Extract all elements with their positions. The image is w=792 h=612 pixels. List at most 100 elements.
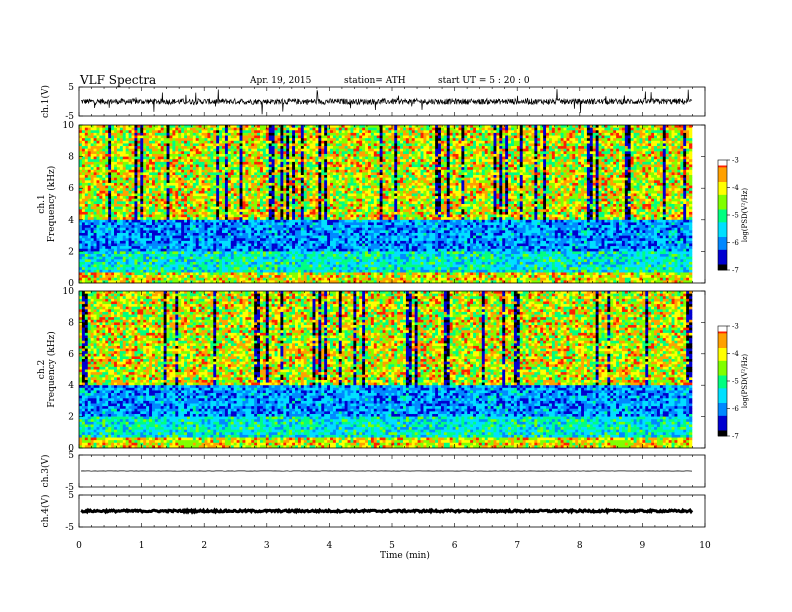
spectrogram-cell [227, 277, 232, 281]
spectrogram-cell [280, 272, 284, 276]
spectrogram-cell [111, 227, 115, 231]
spectrogram-cell [312, 190, 316, 194]
spectrogram-cell [140, 182, 144, 186]
spectrogram-cell [257, 235, 261, 239]
spectrogram-cell [175, 227, 179, 231]
spectrogram-cell [172, 256, 176, 260]
spectrogram-cell [140, 138, 144, 142]
spectrogram-cell [149, 243, 153, 247]
spectrogram-cell [125, 275, 129, 279]
spectrogram-cell [303, 130, 307, 134]
spectrogram-cell [289, 172, 293, 176]
spectrogram-cell [274, 196, 278, 200]
spectrogram-cell [224, 138, 229, 142]
spectrogram-cell [271, 185, 275, 189]
spectrogram-cell [222, 196, 226, 200]
spectrogram-cell [198, 246, 202, 250]
spectrogram-cell [169, 140, 173, 144]
spectrogram-cell [265, 219, 270, 223]
spectrogram-cell [119, 190, 124, 194]
spectrogram-cell [201, 225, 205, 228]
spectrogram-cell [283, 211, 287, 215]
spectrogram-cell [222, 190, 226, 194]
spectrogram-cell [154, 209, 159, 213]
spectrogram-cell [262, 261, 267, 265]
spectrogram-cell [230, 193, 235, 197]
spectrogram-cell [149, 135, 153, 139]
spectrogram-cell [181, 243, 185, 247]
spectrogram-cell [236, 169, 240, 173]
spectrogram-cell [245, 275, 249, 279]
spectrogram-cell [105, 182, 109, 186]
spectrogram-cell [259, 159, 264, 163]
spectrogram-cell [175, 259, 179, 263]
spectrogram-cell [134, 235, 138, 239]
spectrogram-cell [99, 261, 103, 265]
spectrogram-cell [309, 230, 313, 234]
spectrogram-cell [93, 277, 97, 281]
spectrogram-cell [151, 188, 156, 192]
spectrogram-cell [257, 156, 261, 160]
spectrogram-cell [265, 222, 270, 226]
spectrogram-cell [239, 227, 243, 231]
spectrogram-cell [219, 161, 223, 165]
spectrogram-cell [251, 156, 255, 160]
spectrogram-cell [254, 182, 258, 186]
spectrogram-cell [125, 206, 129, 210]
spectrogram-cell [262, 230, 267, 234]
spectrogram-cell [175, 267, 179, 271]
spectrogram-cell [300, 259, 305, 263]
spectrogram-cell [154, 211, 159, 215]
spectrogram-cell [166, 261, 170, 265]
spectrogram-cell [277, 251, 281, 255]
spectrogram-cell [146, 227, 150, 231]
spectrogram-cell [230, 264, 235, 268]
spectrogram-cell [245, 153, 249, 157]
spectrogram-cell [219, 277, 223, 281]
spectrogram-cell [254, 180, 258, 184]
spectrogram-cell [114, 280, 118, 284]
spectrogram-cell [105, 151, 109, 155]
spectrogram-cell [111, 140, 115, 144]
spectrogram-cell [271, 167, 275, 171]
spectrogram-cell [300, 217, 305, 221]
spectrogram-cell [143, 148, 147, 152]
spectrogram-cell [122, 256, 127, 260]
spectrogram-cell [108, 246, 112, 250]
spectrogram-cell [286, 261, 290, 265]
spectrogram-cell [84, 206, 89, 210]
spectrogram-cell [154, 206, 159, 210]
spectrogram-cell [219, 272, 223, 276]
spectrogram-cell [303, 225, 307, 228]
spectrogram-cell [181, 272, 185, 276]
spectrogram-cell [119, 248, 124, 252]
spectrogram-cell [283, 188, 287, 192]
spectrogram-cell [277, 259, 281, 263]
spectrogram-cell [309, 238, 313, 242]
spectrogram-cell [195, 156, 199, 160]
spectrogram-cell [111, 127, 115, 131]
spectrogram-cell [265, 261, 270, 265]
spectrogram-cell [114, 254, 118, 257]
spectrogram-cell [248, 272, 252, 276]
spectrogram-cell [128, 140, 132, 144]
spectrogram-cell [187, 172, 191, 176]
spectrogram-cell [213, 151, 217, 155]
spectrogram-cell [96, 206, 100, 210]
spectrogram-cell [198, 201, 202, 205]
spectrogram-cell [187, 254, 191, 257]
spectrogram-cell [146, 230, 150, 234]
spectrogram-cell [108, 269, 112, 273]
spectrogram-cell [210, 227, 214, 231]
spectrogram-cell [172, 148, 176, 152]
spectrogram-cell [90, 235, 94, 239]
spectrogram-cell [128, 222, 132, 226]
spectrogram-cell [79, 225, 83, 228]
spectrogram-cell [236, 264, 240, 268]
spectrogram-cell [131, 267, 135, 271]
spectrogram-cell [163, 140, 167, 144]
spectrogram-cell [230, 246, 235, 250]
spectrogram-cell [230, 164, 235, 168]
spectrogram-cell [295, 135, 299, 139]
spectrogram-cell [119, 219, 124, 223]
